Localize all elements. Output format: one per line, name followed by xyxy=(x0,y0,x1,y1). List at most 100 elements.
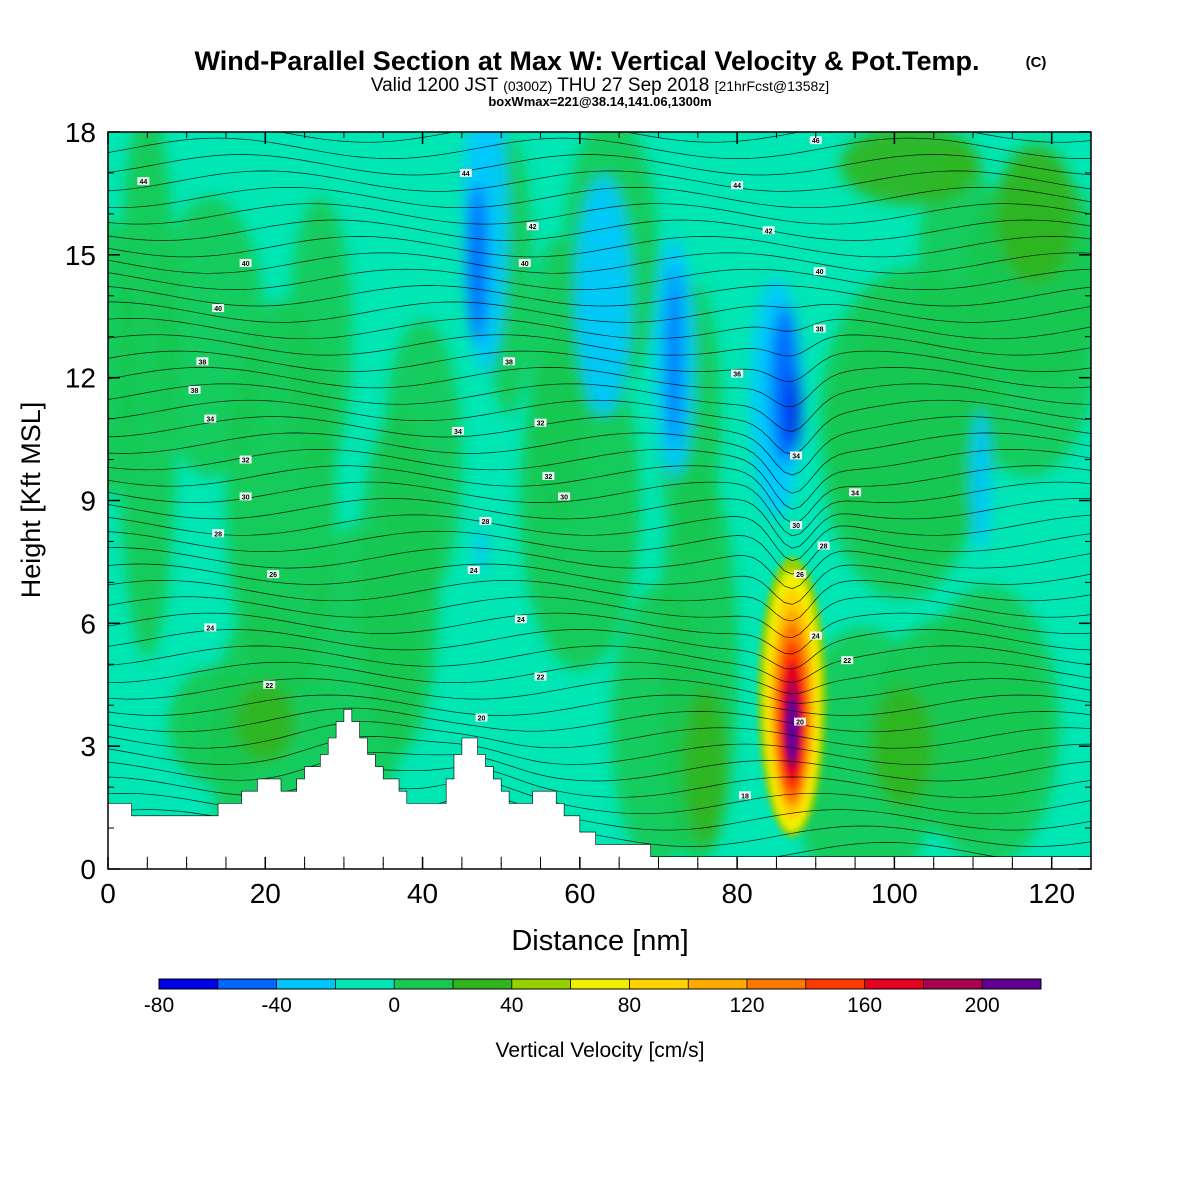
x-tick-label: 100 xyxy=(871,878,918,909)
theta-label-text: 20 xyxy=(796,720,804,727)
theta-label-text: 38 xyxy=(505,359,513,366)
chart-subtitle: Valid 1200 JST (0300Z) THU 27 Sep 2018 [… xyxy=(371,75,829,96)
y-tick-label: 0 xyxy=(80,854,96,885)
theta-label-text: 34 xyxy=(792,453,800,460)
theta-label: 40 xyxy=(239,259,252,268)
theta-label-text: 42 xyxy=(529,224,537,231)
theta-label-text: 38 xyxy=(198,359,206,366)
theta-label-text: 44 xyxy=(462,171,470,178)
theta-label: 26 xyxy=(267,570,280,579)
colorbar: -80 -40 0 40 80 120 160 200 xyxy=(144,978,1042,1017)
theta-label-text: 44 xyxy=(139,179,147,186)
theta-label: 42 xyxy=(526,222,539,231)
colorbar-swatch xyxy=(864,979,924,989)
theta-label: 24 xyxy=(467,566,480,575)
theta-label: 42 xyxy=(762,226,775,235)
x-tick-label: 20 xyxy=(250,878,281,909)
theta-label: 34 xyxy=(451,426,464,436)
theta-label-text: 40 xyxy=(521,261,529,268)
theta-label: 24 xyxy=(204,623,217,632)
colorbar-swatch xyxy=(335,979,395,989)
theta-label-text: 40 xyxy=(214,306,222,313)
colorbar-swatch xyxy=(159,979,219,989)
x-tick-label: 60 xyxy=(564,878,595,909)
colorbar-swatch xyxy=(511,979,572,989)
theta-label: 20 xyxy=(794,717,807,727)
colorbar-frame xyxy=(158,978,1042,990)
theta-label-text: 24 xyxy=(517,617,525,624)
y-tick-label: 15 xyxy=(65,240,96,271)
x-tick-label: 80 xyxy=(722,878,753,909)
colorbar-swatch xyxy=(570,979,630,989)
theta-label-text: 22 xyxy=(265,683,273,690)
colorbar-tick-label: 0 xyxy=(388,994,400,1017)
theta-label-text: 30 xyxy=(792,523,800,530)
theta-label: 30 xyxy=(790,521,803,530)
subtitle-date: THU 27 Sep 2018 xyxy=(557,75,709,96)
theta-label: 40 xyxy=(518,259,531,268)
colorbar-tick-label: 120 xyxy=(729,994,764,1017)
theta-label: 38 xyxy=(196,357,209,366)
colorbar-swatch xyxy=(747,979,807,989)
theta-label: 30 xyxy=(558,492,571,501)
theta-label-text: 32 xyxy=(537,421,545,428)
chart-title-mark: (C) xyxy=(1026,54,1047,71)
theta-label: 24 xyxy=(809,631,822,641)
chart-title: Wind-Parallel Section at Max W: Vertical… xyxy=(195,46,980,76)
theta-label: 32 xyxy=(542,471,555,481)
colorbar-tick-label: 80 xyxy=(618,994,641,1017)
subtitle-valid: Valid 1200 JST xyxy=(371,75,499,96)
x-tick-label: 40 xyxy=(407,878,438,909)
theta-label-text: 26 xyxy=(269,572,277,579)
plot-area: 44 40 40 38 38 34 32 30 28 26 24 22 44 42 40 38 34 32 32 30… xyxy=(108,132,1091,869)
theta-label-text: 46 xyxy=(812,138,820,145)
theta-label: 22 xyxy=(263,680,276,690)
theta-label-text: 34 xyxy=(851,490,859,497)
theta-label-text: 28 xyxy=(482,519,490,526)
colorbar-swatch xyxy=(982,979,1042,989)
theta-contours xyxy=(108,132,1091,864)
y-tick-label: 6 xyxy=(80,608,96,639)
theta-label: 20 xyxy=(475,713,488,723)
theta-label-text: 22 xyxy=(843,658,851,665)
y-tick-label: 18 xyxy=(65,117,96,148)
theta-label: 34 xyxy=(790,451,803,460)
theta-label-text: 28 xyxy=(214,531,222,538)
colorbar-swatch xyxy=(453,979,513,989)
y-tick-label: 3 xyxy=(80,731,96,762)
colorbar-tick-label: 200 xyxy=(965,994,1000,1017)
theta-label: 34 xyxy=(849,488,862,497)
theta-label: 28 xyxy=(817,541,830,551)
theta-label: 30 xyxy=(239,492,252,501)
y-tick-label: 9 xyxy=(80,486,96,517)
theta-label: 24 xyxy=(514,615,527,624)
theta-label: 38 xyxy=(503,357,516,366)
colorbar-swatch xyxy=(923,979,983,989)
colorbar-tick-label: 160 xyxy=(847,994,882,1017)
theta-label-text: 26 xyxy=(796,572,804,579)
theta-label: 28 xyxy=(212,529,225,538)
theta-label-text: 24 xyxy=(470,568,478,575)
theta-label-text: 32 xyxy=(242,458,250,465)
x-tick-label: 0 xyxy=(100,878,116,909)
y-axis-label: Height [Kft MSL] xyxy=(16,402,46,599)
theta-label: 34 xyxy=(204,414,217,424)
subtitle-zulu: (0300Z) xyxy=(503,78,552,94)
subtitle-forecast: [21hrFcst@1358z] xyxy=(715,78,830,94)
theta-label: 18 xyxy=(738,791,751,800)
theta-label-text: 42 xyxy=(765,228,773,235)
theta-label: 32 xyxy=(534,418,547,428)
theta-label: 26 xyxy=(794,570,807,579)
theta-label: 28 xyxy=(479,516,492,526)
theta-label-text: 28 xyxy=(820,544,828,551)
y-tick-label: 12 xyxy=(65,363,96,394)
theta-label-text: 24 xyxy=(812,634,820,641)
theta-label: 32 xyxy=(239,455,252,465)
theta-label: 44 xyxy=(731,181,744,190)
theta-label: 46 xyxy=(809,136,822,145)
theta-label-text: 34 xyxy=(454,429,462,436)
theta-label: 38 xyxy=(813,324,826,334)
colorbar-tick-label: -40 xyxy=(261,994,291,1017)
